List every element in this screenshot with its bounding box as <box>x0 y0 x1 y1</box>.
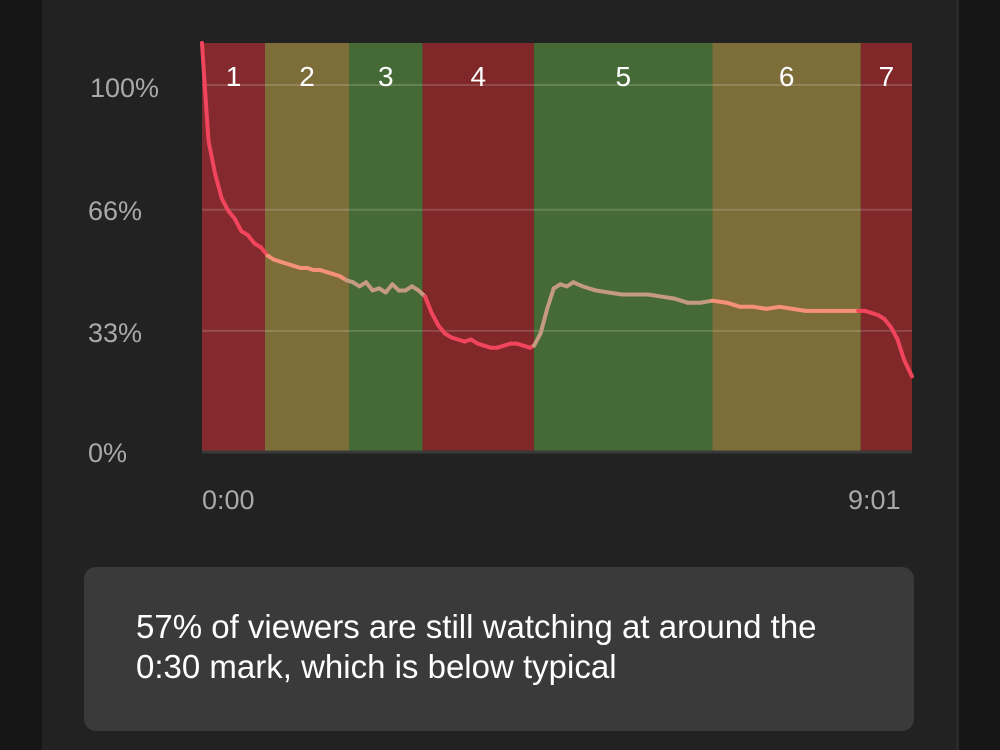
segment-band <box>422 43 535 452</box>
retention-line-segment <box>724 300 743 309</box>
retention-line-segment <box>232 216 244 234</box>
segment-number-label: 3 <box>378 61 394 92</box>
segment-number-label: 1 <box>226 61 242 92</box>
x-tick-label: 9:01 <box>848 485 901 515</box>
retention-line-segment <box>219 196 231 213</box>
retention-line-segment <box>672 296 690 305</box>
segment-band <box>860 43 912 452</box>
insight-text: 57% of viewers are still watching at aro… <box>136 608 817 685</box>
retention-line-segment <box>423 294 434 315</box>
retention-line-segment <box>777 304 795 311</box>
audience-retention-chart: 1 2 3 4 5 6 7 <box>200 41 914 454</box>
segment-band <box>202 43 265 452</box>
insight-box: 57% of viewers are still watching at aro… <box>84 567 914 731</box>
segment-number-label: 6 <box>779 61 795 92</box>
retention-line-segment <box>593 288 611 295</box>
segment-band <box>534 43 713 452</box>
retention-line-segment <box>606 290 624 297</box>
retention-line-segment <box>646 292 664 299</box>
retention-line-segment <box>213 171 224 201</box>
retention-line-segment <box>429 310 441 328</box>
x-tick-label: 0:00 <box>202 485 255 515</box>
retention-line-segment <box>751 304 769 311</box>
y-tick-label: 66% <box>88 196 143 226</box>
retention-line-segment <box>580 284 598 293</box>
retention-line-segment <box>895 337 907 362</box>
retention-line-segment <box>532 331 543 348</box>
segment-band <box>264 43 349 452</box>
y-tick-label: 0% <box>88 438 128 468</box>
y-tick-label: 33% <box>88 318 143 348</box>
segment-band <box>348 43 423 452</box>
retention-line-segment <box>659 294 677 301</box>
retention-line-segment <box>764 304 782 311</box>
retention-line-segment <box>545 286 556 311</box>
y-tick-label: 100% <box>90 73 160 103</box>
card-edge <box>956 0 959 750</box>
segment-number-label: 7 <box>879 61 895 92</box>
retention-line-segment <box>790 306 808 313</box>
segment-number-label: 2 <box>299 61 315 92</box>
segment-number-label: 5 <box>615 61 631 92</box>
retention-line-segment <box>200 41 207 86</box>
retention-line-segment <box>902 357 914 379</box>
retention-line-segment <box>710 298 729 305</box>
retention-line-segment <box>202 81 211 144</box>
retention-line-segment <box>538 306 550 336</box>
segment-band <box>712 43 861 452</box>
segment-number-label: 4 <box>470 61 486 92</box>
retention-line-segment <box>206 139 218 176</box>
retention-line-segment <box>889 325 900 342</box>
